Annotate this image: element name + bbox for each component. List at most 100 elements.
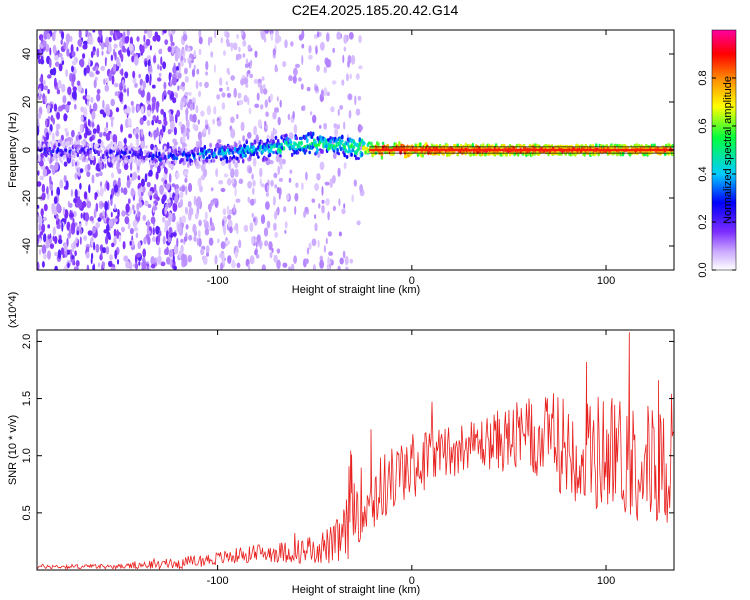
spectrogram-noise-cell: [77, 189, 80, 197]
spectrogram-noise-cell: [175, 187, 179, 196]
spectrogram-noise-cell: [92, 122, 95, 128]
spectrogram-noise-cell: [326, 32, 330, 42]
spectrogram-noise-cell: [184, 207, 188, 213]
spectrogram-noise-cell: [144, 60, 148, 67]
spectrogram-noise-cell: [208, 237, 214, 246]
spectrogram-noise-cell: [105, 36, 109, 46]
spectrogram-noise-cell: [85, 126, 89, 136]
spectrogram-noise-cell: [53, 30, 57, 34]
spectrogram-noise-cell: [171, 183, 176, 188]
spectrogram-noise-cell: [116, 259, 120, 265]
spectrogram-noise-cell: [345, 73, 349, 82]
spectrogram-noise-cell: [116, 56, 120, 67]
spectrogram-noise-cell: [92, 102, 98, 112]
spectrogram-noise-cell: [106, 223, 110, 233]
spectrogram-noise-cell: [223, 50, 226, 56]
spectrogram-ridge-cell: [595, 143, 598, 148]
spectrogram-noise-cell: [124, 216, 130, 225]
spectrogram-noise-cell: [63, 41, 66, 50]
spectrogram-noise-cell: [327, 256, 330, 267]
spectrogram-noise-cell: [157, 165, 161, 174]
spectrogram-ridge-cell: [352, 145, 356, 149]
spectrogram-noise-cell: [205, 60, 209, 71]
spectrogram-ridge-cell: [343, 145, 346, 150]
spectrogram-noise-cell: [206, 105, 212, 116]
spectrogram-noise-cell: [99, 181, 103, 188]
spectrogram-noise-cell: [109, 116, 115, 121]
spectrogram-xlabel: Height of straight line (km): [292, 284, 420, 296]
spectrogram-noise-cell: [276, 248, 281, 254]
spectrogram-ridge-cell: [345, 155, 349, 159]
spectrogram-noise-cell: [359, 184, 363, 193]
spectrogram-noise-cell: [153, 129, 158, 138]
spectrogram-noise-cell: [41, 223, 46, 233]
spectrogram-noise-cell: [331, 80, 337, 85]
spectrogram-noise-cell: [166, 199, 171, 203]
spectrogram-noise-cell: [167, 236, 172, 243]
spectrogram-noise-cell: [314, 214, 317, 220]
spectrogram-noise-cell: [203, 219, 207, 224]
spectrogram-ridge-cell: [264, 148, 267, 152]
spectrogram-noise-cell: [163, 119, 168, 127]
spectrogram-noise-cell: [49, 47, 52, 56]
spectrogram-noise-cell: [275, 107, 280, 113]
spectrogram-noise-cell: [124, 71, 129, 79]
spectrogram-ridge-cell: [294, 142, 298, 147]
spectrogram-noise-cell: [96, 88, 101, 95]
spectrogram-noise-cell: [235, 198, 241, 203]
spectrogram-noise-cell: [164, 167, 168, 175]
spectrogram-noise-cell: [123, 187, 128, 195]
spectrogram-ridge-cell: [75, 140, 78, 146]
spectrogram-ridge-cell: [311, 131, 315, 137]
spectrogram-noise-cell: [306, 86, 311, 92]
spectrogram-noise-cell: [103, 131, 107, 137]
spectrogram-noise-cell: [149, 191, 153, 196]
spectrogram-noise-cell: [150, 132, 153, 138]
spectrogram-ridge-cell: [360, 152, 364, 157]
spectrogram-noise-cell: [41, 261, 45, 268]
spectrogram-noise-cell: [282, 61, 287, 68]
spectrogram-noise-cell: [294, 205, 297, 215]
spectrogram-noise-cell: [184, 76, 189, 83]
spectrogram-ridge-cell: [77, 144, 81, 149]
spectrogram-noise-cell: [88, 35, 92, 45]
spectrogram-ridge-cell: [63, 151, 67, 156]
spectrogram-noise-cell: [305, 171, 308, 181]
spectrogram-noise-cell: [58, 63, 63, 72]
spectrogram-ridge-cell: [142, 155, 146, 161]
spectrogram-noise-cell: [181, 96, 186, 103]
spectrogram-noise-cell: [147, 236, 151, 246]
spectrogram-noise-cell: [121, 79, 125, 85]
spectrogram-noise-cell: [87, 118, 91, 127]
spectrogram-ridge-cell: [268, 143, 272, 147]
spectrogram-noise-cell: [323, 66, 327, 74]
spectrogram-noise-cell: [316, 64, 320, 72]
spectrogram-noise-cell: [198, 36, 203, 45]
spectrogram-noise-cell: [180, 100, 183, 111]
spectrogram-ridge-cell: [62, 143, 66, 149]
spectrogram-noise-cell: [157, 119, 162, 125]
spectrogram-noise-cell: [301, 55, 304, 65]
spectrogram-noise-cell: [278, 192, 281, 200]
spectrogram-noise-cell: [68, 202, 73, 208]
spectrogram-noise-cell: [215, 168, 219, 178]
colorbar-tick-label: 0.2: [697, 214, 709, 229]
spectrogram-noise-cell: [38, 88, 42, 96]
spectrogram-noise-cell: [249, 222, 254, 233]
spectrogram-noise-cell: [213, 106, 217, 115]
spectrogram-noise-cell: [113, 228, 117, 237]
spectrogram-noise-cell: [75, 260, 80, 267]
spectrogram-noise-cell: [337, 167, 341, 177]
spectrogram-noise-cell: [198, 30, 202, 39]
spectrogram-ridge-cell: [162, 161, 166, 166]
spectrogram-noise-cell: [145, 38, 151, 47]
spectrogram-noise-cell: [137, 188, 141, 198]
spectrogram-noise-cell: [92, 46, 96, 53]
spectrogram-noise-cell: [124, 36, 129, 44]
spectrogram-ridge-cell: [269, 148, 273, 153]
spectrogram-noise-cell: [169, 258, 173, 267]
spectrogram-noise-cell: [56, 214, 59, 221]
spectrogram-noise-cell: [156, 104, 159, 113]
spectrogram-noise-cell: [130, 100, 134, 106]
spectrogram-noise-cell: [105, 78, 109, 84]
